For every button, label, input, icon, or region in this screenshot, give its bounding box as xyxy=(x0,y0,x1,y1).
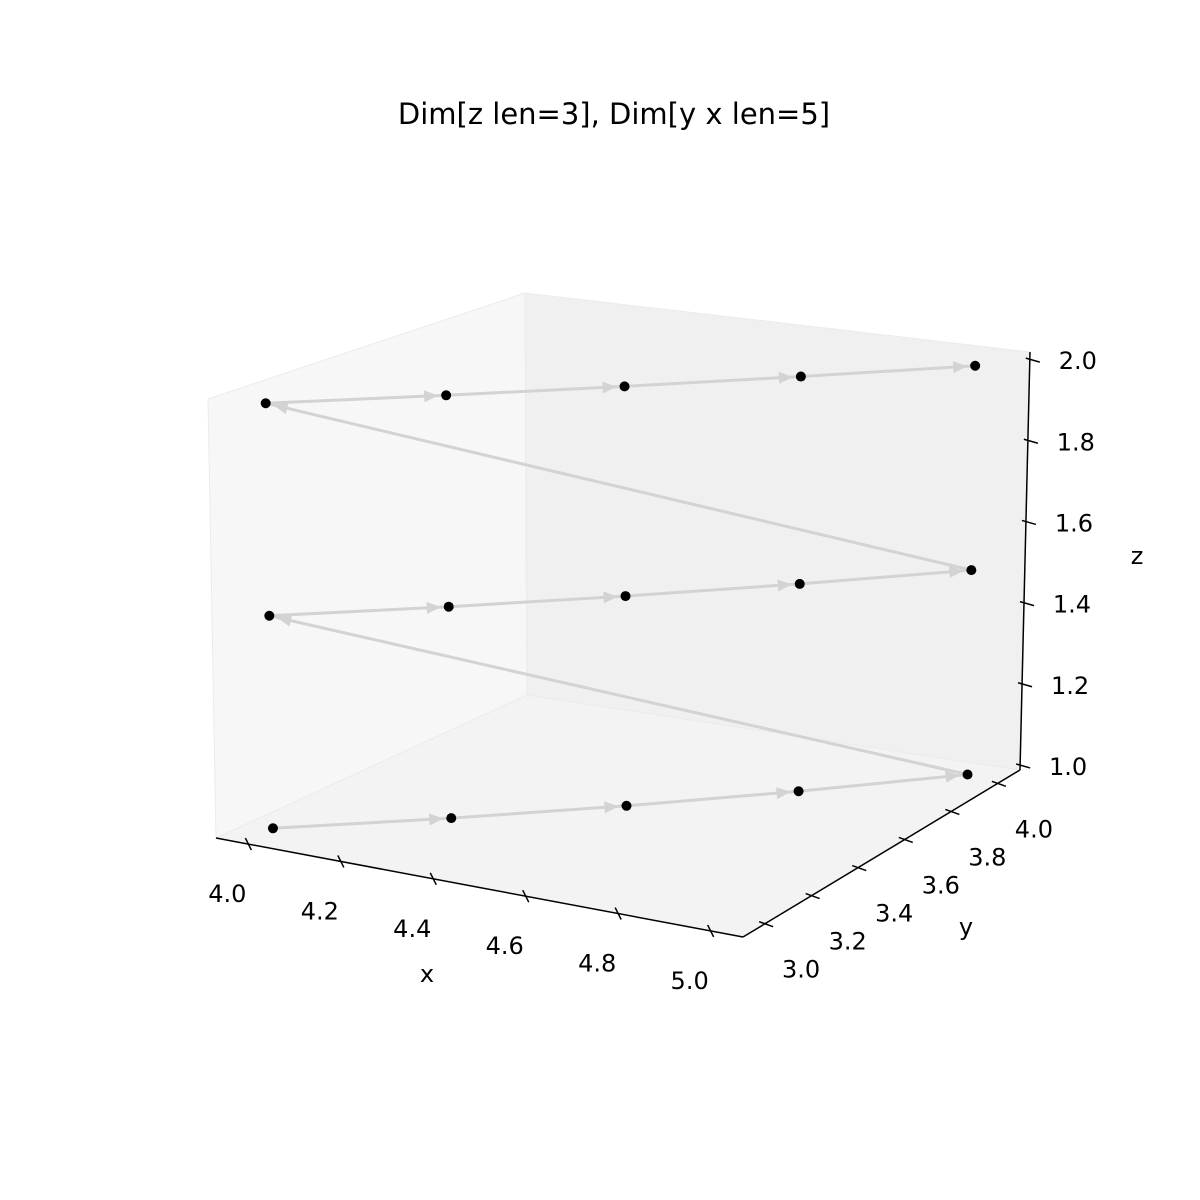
arrowhead xyxy=(945,770,960,783)
z-tick-label: 1.2 xyxy=(1051,672,1089,700)
arrowhead xyxy=(952,361,968,374)
z-tick xyxy=(1019,600,1035,607)
x-tick-label: 4.0 xyxy=(208,880,246,908)
y-tick xyxy=(991,780,1007,788)
x-tick-label: 4.6 xyxy=(486,932,524,960)
data-point xyxy=(267,823,278,834)
arrowhead xyxy=(277,614,293,627)
y-tick xyxy=(898,836,914,844)
y-tick-label: 3.6 xyxy=(922,871,960,899)
x-tick xyxy=(337,855,345,868)
data-point xyxy=(619,381,630,392)
z-tick xyxy=(1021,519,1037,526)
z-axis-line xyxy=(1019,351,1031,771)
data-point xyxy=(794,578,805,589)
y-tick xyxy=(758,920,774,928)
z-tick xyxy=(1023,438,1039,445)
arrowhead xyxy=(602,381,617,394)
chart-title: Dim[z len=3], Dim[y x len=5] xyxy=(398,97,830,131)
x-axis-label: x xyxy=(420,960,434,988)
y-tick-label: 3.0 xyxy=(782,956,820,984)
data-point xyxy=(793,786,804,797)
arrowhead xyxy=(423,390,439,403)
z-tick-label: 1.0 xyxy=(1049,753,1087,781)
data-point xyxy=(621,800,632,811)
y-tick xyxy=(851,864,867,872)
data-point xyxy=(446,813,457,824)
y-tick-label: 3.8 xyxy=(968,843,1006,871)
z-axis-label: z xyxy=(1131,542,1144,570)
z-tick-label: 1.8 xyxy=(1057,428,1095,456)
arrowhead xyxy=(776,787,791,800)
data-point xyxy=(962,769,973,780)
x-tick xyxy=(614,907,622,920)
x-tick xyxy=(244,837,253,851)
x-tick xyxy=(706,924,715,938)
x-tick-label: 4.8 xyxy=(578,950,616,978)
data-point xyxy=(620,591,631,602)
y-tick xyxy=(945,808,960,816)
data-point xyxy=(264,610,275,621)
arrowhead xyxy=(273,402,289,415)
x-tick-label: 4.2 xyxy=(301,897,339,925)
z-tick xyxy=(1017,682,1033,688)
x-tick xyxy=(522,889,530,903)
z-tick xyxy=(1025,357,1041,363)
arrowhead xyxy=(428,813,444,826)
arrowhead xyxy=(603,591,618,604)
data-point xyxy=(441,390,452,401)
x-tick xyxy=(429,872,437,886)
x-tick-label: 5.0 xyxy=(671,967,709,995)
z-tick-label: 2.0 xyxy=(1059,347,1097,375)
y-tick-label: 4.0 xyxy=(1015,815,1053,843)
arrowhead xyxy=(777,579,792,592)
arrowhead xyxy=(948,565,964,578)
arrowhead xyxy=(426,601,441,614)
y-tick xyxy=(805,892,820,900)
z-tick-label: 1.6 xyxy=(1055,509,1093,537)
data-point xyxy=(260,398,271,409)
data-point xyxy=(970,360,981,371)
y-tick-label: 3.2 xyxy=(829,928,867,956)
y-tick-label: 3.4 xyxy=(875,900,913,928)
data-point xyxy=(443,601,454,612)
arrowhead xyxy=(604,801,619,814)
arrowhead xyxy=(778,371,793,384)
y-axis-line xyxy=(742,769,1021,938)
data-point xyxy=(966,565,977,576)
data-point xyxy=(795,371,806,382)
z-tick-label: 1.4 xyxy=(1053,591,1091,619)
y-axis-label: y xyxy=(959,913,973,941)
x-axis-line xyxy=(215,837,744,938)
z-tick xyxy=(1015,763,1031,769)
x-tick-label: 4.4 xyxy=(393,915,431,943)
